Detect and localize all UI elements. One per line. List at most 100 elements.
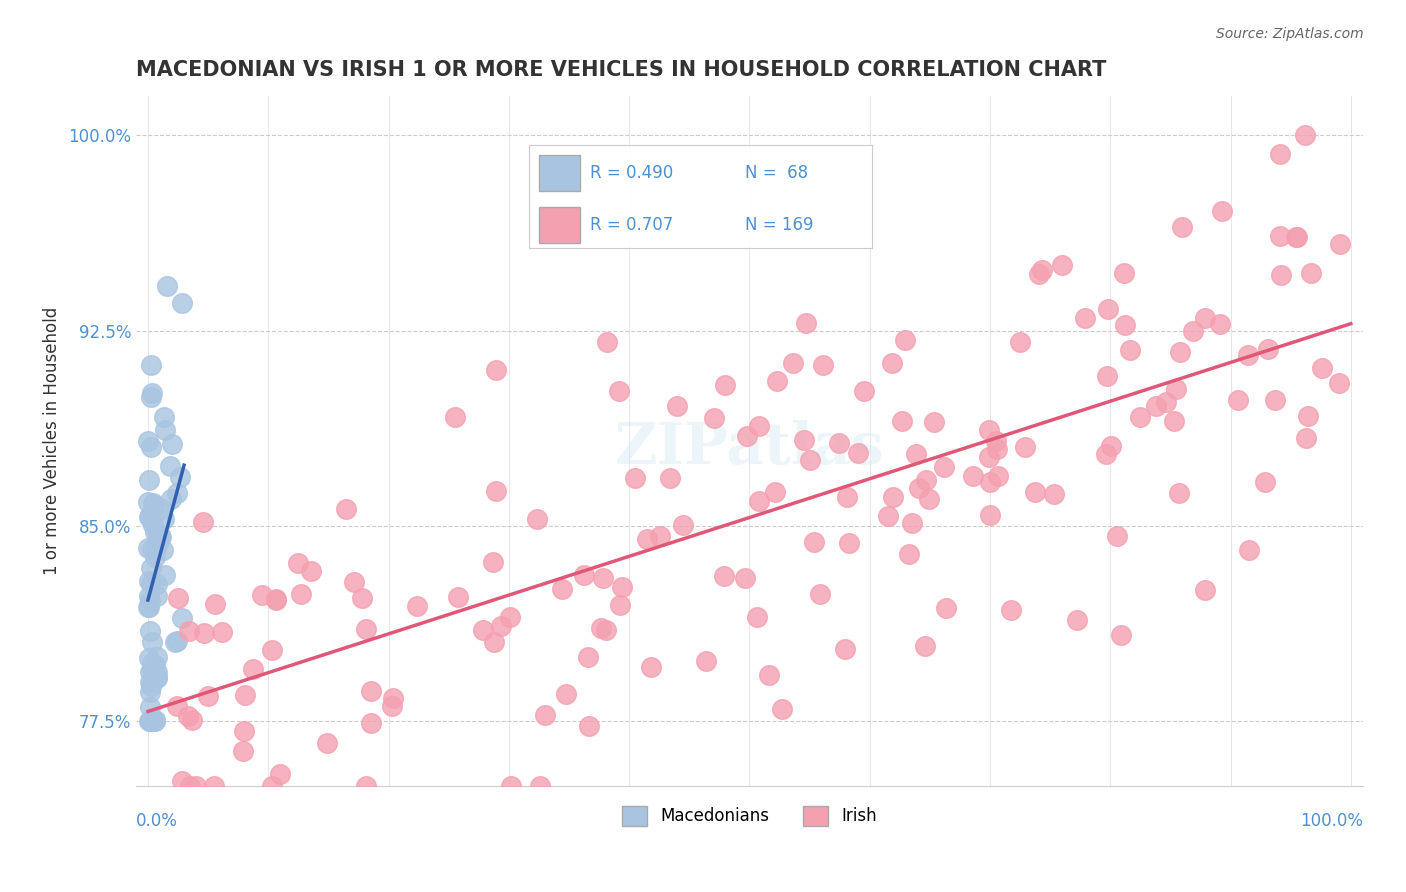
Point xyxy=(139,390,162,404)
Point xyxy=(262,779,284,793)
Point xyxy=(211,624,233,639)
Point xyxy=(834,642,856,657)
Point xyxy=(149,527,172,541)
Point xyxy=(142,496,165,510)
Point xyxy=(141,541,163,556)
Point xyxy=(139,508,162,523)
Point xyxy=(156,278,179,293)
Point xyxy=(360,715,382,730)
Point xyxy=(914,639,936,653)
Point xyxy=(142,714,165,728)
Point xyxy=(1105,529,1128,543)
Point xyxy=(153,410,176,425)
Point xyxy=(232,744,254,758)
Point xyxy=(141,714,163,728)
Point xyxy=(1144,399,1167,413)
Point xyxy=(484,635,506,649)
Point xyxy=(934,460,956,475)
Point xyxy=(143,714,166,728)
Point xyxy=(1066,613,1088,627)
Point xyxy=(141,635,163,649)
Point xyxy=(153,423,176,437)
Point xyxy=(138,651,160,665)
Point xyxy=(250,588,273,602)
Point xyxy=(148,527,170,541)
Point xyxy=(350,591,373,605)
Point xyxy=(177,624,200,639)
Point xyxy=(977,423,1000,437)
Point xyxy=(1329,237,1351,252)
Point xyxy=(381,698,404,713)
Point xyxy=(758,668,780,682)
Point xyxy=(890,414,912,428)
Point xyxy=(763,485,786,500)
Point xyxy=(703,411,725,425)
Point xyxy=(176,709,198,723)
Point xyxy=(1129,409,1152,424)
Point xyxy=(1000,603,1022,617)
Point xyxy=(143,525,166,540)
Point xyxy=(152,542,174,557)
Point xyxy=(343,574,366,589)
Point xyxy=(139,624,162,639)
Point xyxy=(204,598,226,612)
Point xyxy=(576,649,599,664)
Point xyxy=(233,688,256,702)
Text: MACEDONIAN VS IRISH 1 OR MORE VEHICLES IN HOUSEHOLD CORRELATION CHART: MACEDONIAN VS IRISH 1 OR MORE VEHICLES I… xyxy=(136,60,1107,79)
Point xyxy=(138,714,160,728)
Point xyxy=(138,434,160,448)
Point xyxy=(315,736,337,750)
Point xyxy=(589,621,612,635)
Point xyxy=(169,470,191,484)
Point xyxy=(299,565,322,579)
Point xyxy=(665,399,688,413)
Point xyxy=(828,436,851,450)
Point xyxy=(917,492,939,507)
Point xyxy=(1294,128,1316,143)
Point xyxy=(1114,318,1136,332)
Point xyxy=(1112,266,1135,280)
Point xyxy=(578,719,600,733)
Point xyxy=(145,541,167,556)
Point xyxy=(1109,627,1132,641)
Point xyxy=(471,624,494,638)
Point xyxy=(1239,542,1261,557)
Point xyxy=(166,633,188,648)
Point xyxy=(1164,382,1187,396)
Point xyxy=(1268,229,1291,244)
Point xyxy=(1236,348,1258,362)
Point xyxy=(977,450,1000,464)
Text: 100.0%: 100.0% xyxy=(1301,812,1362,830)
Point xyxy=(360,684,382,698)
Point xyxy=(1043,487,1066,501)
Point xyxy=(894,333,917,347)
Point xyxy=(636,532,658,546)
Point xyxy=(846,446,869,460)
Point xyxy=(648,529,671,543)
Point xyxy=(139,685,162,699)
Point xyxy=(143,550,166,565)
Point xyxy=(170,611,193,625)
Point xyxy=(138,473,160,487)
Point xyxy=(141,440,163,454)
Point xyxy=(794,317,817,331)
Point xyxy=(166,486,188,500)
Point xyxy=(145,576,167,591)
Point xyxy=(1171,220,1194,235)
Point xyxy=(852,384,875,399)
Point xyxy=(607,384,630,399)
Point xyxy=(695,654,717,668)
Point xyxy=(1119,343,1142,357)
Point xyxy=(1052,258,1074,272)
Point xyxy=(139,665,162,679)
Point xyxy=(554,687,576,701)
Point xyxy=(979,508,1001,523)
Point xyxy=(595,624,617,638)
Point xyxy=(782,356,804,370)
Point xyxy=(623,471,645,485)
Point xyxy=(1209,317,1232,331)
Point xyxy=(141,575,163,590)
Point xyxy=(640,660,662,674)
Point xyxy=(145,657,167,672)
Point xyxy=(1099,439,1122,453)
